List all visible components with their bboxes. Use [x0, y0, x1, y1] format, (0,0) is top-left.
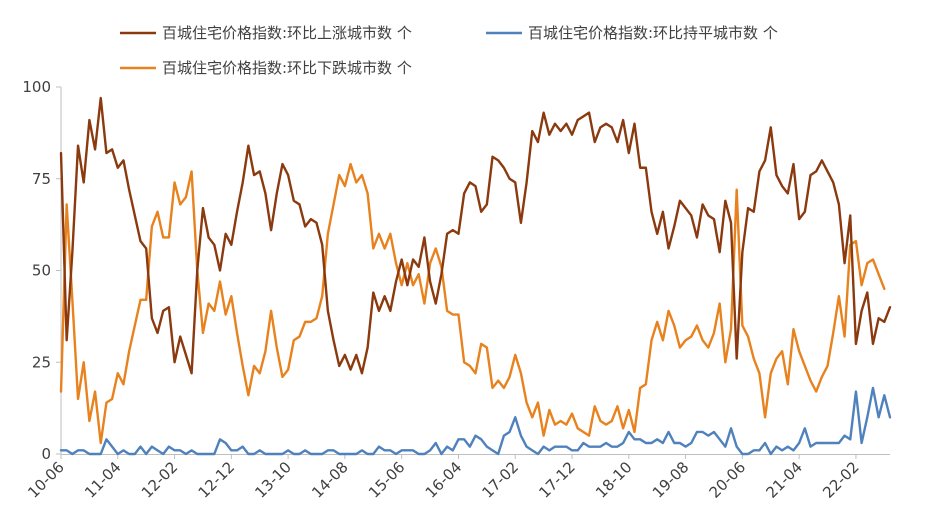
y-tick-label: 100: [22, 78, 51, 96]
legend-label-1: 百城住宅价格指数:环比下跌城市数 个: [162, 59, 412, 77]
series-line-0: [59, 96, 892, 375]
x-tick-label: 15-06: [365, 458, 409, 502]
x-tick-label: 12-12: [195, 458, 239, 502]
x-tick-label: 13-10: [251, 458, 295, 502]
x-tick-label: 16-04: [422, 458, 466, 502]
x-tick-label: 22-02: [819, 458, 863, 502]
y-tick-label: 0: [41, 445, 51, 463]
series-line-2: [59, 386, 892, 456]
x-axis: 10-06 11-04 12-02 12-12 13-10 14-08 15-06 16-04…: [24, 454, 890, 502]
y-axis: 0 25 50 75 100: [22, 78, 62, 463]
y-tick-label: 50: [32, 262, 51, 280]
series-lines: [59, 96, 892, 456]
x-tick-label: 18-10: [592, 458, 636, 502]
x-tick-label: 11-04: [81, 458, 125, 502]
y-tick-label: 75: [32, 170, 51, 188]
x-tick-label: 19-08: [649, 458, 693, 502]
x-tick-label: 14-08: [308, 458, 352, 502]
series-line-1: [59, 162, 886, 445]
legend-label-0: 百城住宅价格指数:环比上涨城市数 个: [162, 24, 412, 42]
y-tick-label: 25: [32, 353, 51, 371]
x-tick-label: 21-04: [762, 458, 806, 502]
x-tick-label: 12-02: [138, 458, 182, 502]
x-tick-label: 17-02: [479, 458, 523, 502]
x-tick-label: 10-06: [24, 458, 68, 502]
legend-label-2: 百城住宅价格指数:环比持平城市数 个: [528, 24, 778, 42]
x-tick-label: 20-06: [706, 458, 750, 502]
x-tick-label: 17-12: [535, 458, 579, 502]
